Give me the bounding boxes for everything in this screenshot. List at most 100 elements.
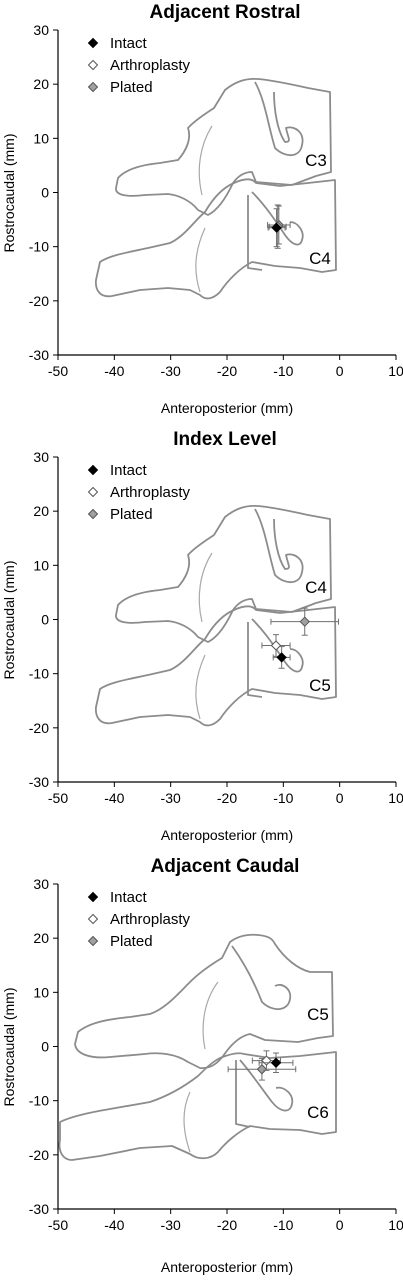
y-tick-label: 10 <box>33 984 49 1000</box>
y-tick-label: 30 <box>33 22 49 38</box>
vertebra-label-upper: C3 <box>305 151 327 170</box>
chart-svg: Adjacent Caudal C5 C6 -50 -40 -30 -20 -10 0 10… <box>1 856 403 1275</box>
axes <box>57 30 396 356</box>
legend-label-arthroplasty: Arthroplasty <box>110 911 191 928</box>
x-axis-label: Anteroposterior (mm) <box>161 1259 293 1275</box>
legend-marker-plated <box>87 81 99 93</box>
y-tick-label: 10 <box>33 130 49 146</box>
marker-plated <box>256 1064 268 1075</box>
vertebrae-illustration <box>58 933 337 1161</box>
x-tick-label: -40 <box>104 1217 124 1233</box>
legend-label-intact: Intact <box>110 462 148 479</box>
x-axis-label: Anteroposterior (mm) <box>161 827 293 843</box>
data-marks <box>261 607 340 669</box>
vertebra-label-lower: C5 <box>309 676 331 695</box>
marker-intact <box>270 1057 282 1068</box>
y-tick-label: -20 <box>29 720 49 736</box>
chart-panel-adjacent-rostral: Adjacent Rostral C3 C4 -50 -40 -30 -20 -10 0 1… <box>0 0 403 427</box>
y-tick-label: -10 <box>29 239 49 255</box>
chart-panel-index-level: Index Level C4 C5 -50 -40 -30 -20 -10 0 10 30 20… <box>0 427 403 854</box>
data-point-plated <box>227 1057 297 1081</box>
x-tick-label: -20 <box>217 1217 237 1233</box>
x-tick-label: -50 <box>48 363 68 379</box>
legend-marker-arthroplasty <box>87 486 99 498</box>
y-tick-label: -10 <box>29 666 49 682</box>
legend-label-plated: Plated <box>110 79 153 96</box>
x-tick-label: 10 <box>388 363 403 379</box>
data-point-intact <box>258 1052 294 1073</box>
ticks: -50 -40 -30 -20 -10 0 10 30 20 10 0 -10 -20 -30 <box>29 449 403 806</box>
chart-title: Adjacent Rostral <box>150 2 301 23</box>
x-tick-label: -20 <box>217 790 237 806</box>
chart-title: Adjacent Caudal <box>151 856 300 877</box>
y-axis-label: Rostrocaudal (mm) <box>1 987 17 1106</box>
chart-svg: Index Level C4 C5 -50 -40 -30 -20 -10 0 10 30 20… <box>1 429 403 843</box>
vertebra-label-lower: C6 <box>307 1103 329 1122</box>
y-tick-label: -30 <box>29 1201 49 1217</box>
x-tick-label: 0 <box>336 790 344 806</box>
legend-label-plated: Plated <box>110 506 153 523</box>
y-tick-label: 10 <box>33 557 49 573</box>
y-tick-label: 20 <box>33 930 49 946</box>
vertebrae-illustration <box>95 77 337 300</box>
vertebrae-illustration <box>95 504 337 727</box>
chart-svg: Adjacent Rostral C3 C4 -50 -40 -30 -20 -10 0 1… <box>1 2 403 416</box>
x-tick-label: -40 <box>104 363 124 379</box>
y-tick-label: 0 <box>41 612 49 628</box>
legend-label-plated: Plated <box>110 933 153 950</box>
x-tick-label: -50 <box>48 790 68 806</box>
data-point-plated <box>270 607 340 636</box>
legend: Intact Arthroplasty Plated <box>87 35 191 96</box>
x-tick-label: -30 <box>161 1217 181 1233</box>
x-axis-label: Anteroposterior (mm) <box>161 400 293 416</box>
y-tick-label: -10 <box>29 1093 49 1109</box>
legend-marker-intact <box>87 37 99 49</box>
y-tick-label: -20 <box>29 1147 49 1163</box>
marker-intact <box>271 222 282 233</box>
x-tick-label: -20 <box>217 363 237 379</box>
vertebra-label-upper: C4 <box>305 578 327 597</box>
marker-intact <box>276 652 287 663</box>
x-tick-label: 10 <box>388 1217 403 1233</box>
x-tick-label: -30 <box>161 790 181 806</box>
ticks: -50 -40 -30 -20 -10 0 10 30 20 10 0 -10 -20 -30 <box>29 876 403 1233</box>
vertebra-label-lower: C4 <box>309 249 331 268</box>
data-point-intact <box>272 646 291 669</box>
y-tick-label: 0 <box>41 1039 49 1055</box>
legend: Intact Arthroplasty Plated <box>87 889 191 950</box>
chart-panel-adjacent-caudal: Adjacent Caudal C5 C6 -50 -40 -30 -20 -10 0 10… <box>0 854 403 1281</box>
data-point-intact <box>267 208 286 248</box>
legend-marker-arthroplasty <box>87 913 99 925</box>
chart-title: Index Level <box>173 429 277 450</box>
y-tick-label: 30 <box>33 449 49 465</box>
vertebra-label-upper: C5 <box>307 1005 329 1024</box>
y-tick-label: 0 <box>41 185 49 201</box>
ticks: -50 -40 -30 -20 -10 0 10 30 20 10 0 -10 -20 -30 <box>29 22 403 379</box>
x-tick-label: -40 <box>104 790 124 806</box>
y-tick-label: -30 <box>29 774 49 790</box>
x-tick-label: 0 <box>336 363 344 379</box>
x-tick-label: 10 <box>388 790 403 806</box>
legend: Intact Arthroplasty Plated <box>87 462 191 523</box>
legend-label-arthroplasty: Arthroplasty <box>110 57 191 74</box>
data-marks <box>227 1050 297 1081</box>
marker-plated <box>299 616 310 627</box>
legend-label-arthroplasty: Arthroplasty <box>110 484 191 501</box>
legend-marker-intact <box>87 891 99 903</box>
data-marks <box>267 204 291 249</box>
x-tick-label: -50 <box>48 1217 68 1233</box>
y-tick-label: -30 <box>29 347 49 363</box>
y-tick-label: -20 <box>29 293 49 309</box>
legend-marker-intact <box>87 464 99 476</box>
x-tick-label: -10 <box>273 363 293 379</box>
x-tick-label: 0 <box>336 1217 344 1233</box>
y-tick-label: 20 <box>33 503 49 519</box>
x-tick-label: -10 <box>273 790 293 806</box>
y-tick-label: 30 <box>33 876 49 892</box>
data-point-arthroplasty <box>261 634 291 657</box>
legend-label-intact: Intact <box>110 35 148 52</box>
y-axis-label: Rostrocaudal (mm) <box>1 133 17 252</box>
legend-marker-plated <box>87 935 99 947</box>
axes <box>57 457 396 783</box>
x-tick-label: -30 <box>161 363 181 379</box>
